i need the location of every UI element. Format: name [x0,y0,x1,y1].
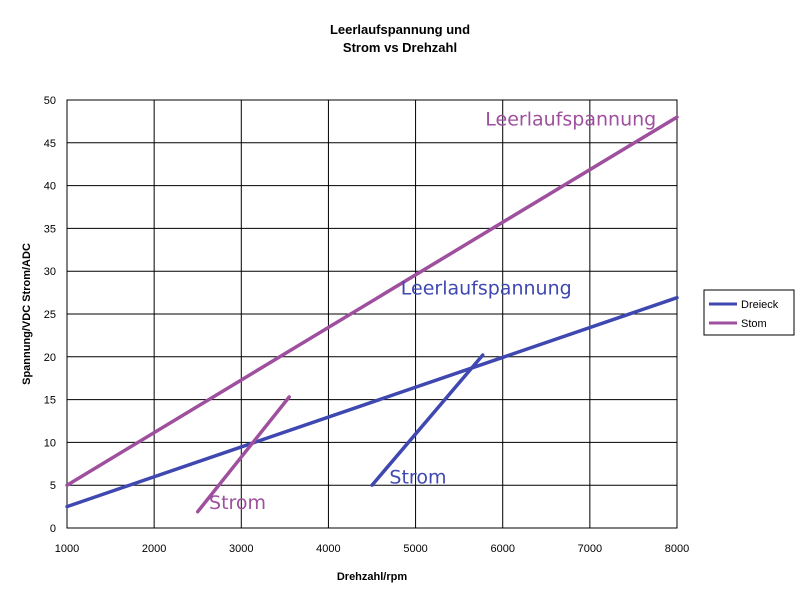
series-line-dreieck-leerlaufspannung [65,295,679,509]
y-tick-label: 20 [44,352,56,364]
x-tick-label: 4000 [316,543,340,555]
x-tick-label: 8000 [665,543,689,555]
y-tick-label: 5 [50,480,56,492]
x-axis-ticks: 1000 2000 3000 4000 5000 6000 7000 8000 [55,543,689,555]
y-tick-label: 35 [44,223,56,235]
y-tick-label: 10 [44,437,56,449]
x-tick-label: 2000 [142,543,166,555]
y-tick-label: 40 [44,181,56,193]
y-tick-label: 25 [44,309,56,321]
annotation-label: Strom [389,466,446,488]
y-axis-title: Spannung/VDC Strom/ADC [21,243,33,385]
annotations: Leerlaufspannung Leerlaufspannung Strom Str… [209,109,656,514]
annotation-label: Strom [209,492,266,514]
x-tick-label: 3000 [229,543,253,555]
x-tick-label: 7000 [578,543,602,555]
y-tick-label: 45 [44,138,56,150]
y-tick-label: 0 [50,523,56,535]
x-tick-label: 1000 [55,543,79,555]
series-line-stom-strom [195,395,291,514]
legend-label-stom: Stom [741,318,767,330]
annotation-label: Leerlaufspannung [401,277,572,299]
chart-title-line2: Strom vs Drehzahl [343,40,457,55]
series-line-stom-leerlaufspannung [65,115,679,487]
legend: Dreieck Stom [703,289,795,336]
x-tick-label: 5000 [403,543,427,555]
grid [66,99,678,529]
y-tick-label: 50 [44,95,56,107]
y-tick-label: 30 [44,266,56,278]
plot-area-border [66,99,678,529]
x-tick-label: 6000 [490,543,514,555]
chart-title-line1: Leerlaufspannung und [330,22,470,37]
x-axis-title: Drehzahl/rpm [337,571,408,583]
annotation-label: Leerlaufspannung [485,109,656,131]
series-line-dreieck-strom [370,353,485,487]
legend-box [703,289,795,336]
y-axis-ticks: 0 5 10 15 20 25 30 35 40 45 50 [44,95,56,535]
legend-label-dreieck: Dreieck [741,299,779,311]
series-lines [65,115,679,514]
y-tick-label: 15 [44,395,56,407]
